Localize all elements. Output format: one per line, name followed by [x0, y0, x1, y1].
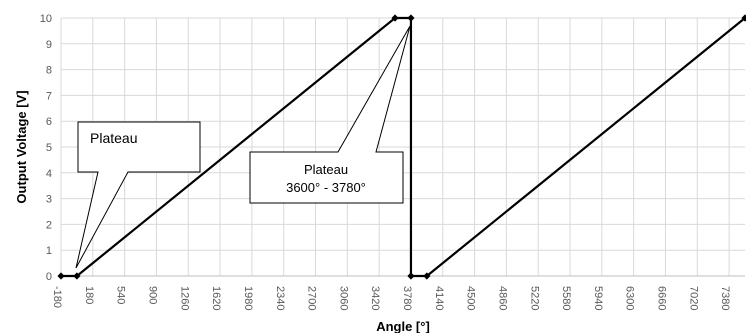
x-tick-label: 180	[83, 286, 95, 304]
y-tick-labels: 0 1 2 3 4 5 6 7 8 9 10	[40, 13, 52, 283]
data-point-marker	[391, 14, 399, 22]
data-point-marker	[423, 272, 431, 280]
series-line-segment	[75, 16, 397, 278]
y-tick-label: 5	[46, 142, 52, 154]
x-tick-label: 5580	[560, 286, 572, 310]
y-tick-label: 1	[46, 245, 52, 257]
y-tick-label: 8	[46, 65, 52, 77]
x-tick-label: 6300	[624, 286, 636, 310]
y-tick-label: 2	[46, 219, 52, 231]
x-tick-label: 1620	[210, 286, 222, 310]
y-tick-label: 3	[46, 194, 52, 206]
x-tick-label: -180	[51, 286, 63, 308]
callout-sublabel-plateau-2: 3600° - 3780°	[286, 180, 366, 195]
x-tick-label: 3060	[337, 286, 349, 310]
x-tick-label: 900	[147, 286, 159, 304]
y-tick-label: 0	[46, 271, 52, 283]
data-point-marker	[57, 272, 65, 280]
x-tick-labels: -180 180 540 900 1260 1620 1980 2340 2700 3060 342…	[51, 286, 731, 310]
x-tick-label: 5220	[528, 286, 540, 310]
x-axis-title: Angle [°]	[376, 319, 430, 333]
data-point-marker	[741, 14, 746, 22]
series-layer	[57, 14, 746, 280]
data-point-marker	[407, 272, 415, 280]
x-tick-label: 1980	[242, 286, 254, 310]
x-tick-label: 3420	[369, 286, 381, 310]
callout-label-plateau-2: Plateau	[304, 162, 348, 177]
series-line-segment	[425, 16, 746, 278]
x-tick-label: 540	[115, 286, 127, 304]
y-tick-label: 4	[46, 168, 52, 180]
y-tick-label: 6	[46, 116, 52, 128]
x-tick-label: 1260	[178, 286, 190, 310]
x-tick-label: 7380	[719, 286, 731, 310]
x-tick-label: 4140	[433, 286, 445, 310]
x-tick-label: 6660	[656, 286, 668, 310]
data-point-marker	[407, 14, 415, 22]
callout-box-plateau-2	[249, 25, 411, 204]
callouts: Plateau Plateau 3600° - 3780°	[75, 25, 411, 269]
data-point-marker	[73, 272, 81, 280]
x-tick-label: 2340	[274, 286, 286, 310]
x-tick-label: 3780	[401, 286, 413, 310]
y-tick-label: 9	[46, 39, 52, 51]
y-axis-title: Output Voltage [V]	[14, 90, 29, 203]
x-tick-label: 7020	[687, 286, 699, 310]
x-tick-label: 5940	[592, 286, 604, 310]
x-tick-label: 4860	[496, 286, 508, 310]
callout-box-plateau-1	[75, 121, 201, 269]
x-tick-label: 4500	[465, 286, 477, 310]
x-tick-label: 2700	[306, 286, 318, 310]
y-tick-label: 7	[46, 90, 52, 102]
y-tick-label: 10	[40, 13, 52, 25]
callout-label-plateau-1: Plateau	[90, 130, 137, 146]
